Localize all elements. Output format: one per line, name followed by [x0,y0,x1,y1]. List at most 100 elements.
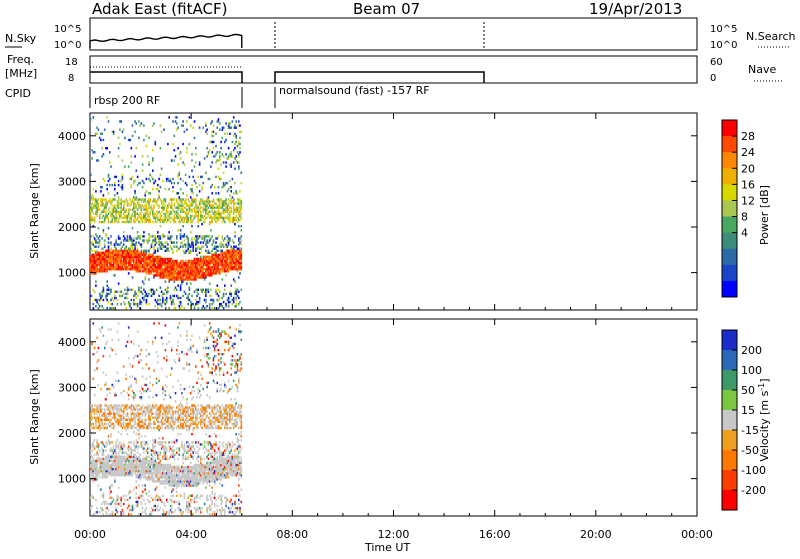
heatmap-cell [123,231,125,233]
heatmap-cell [108,435,110,437]
heatmap-cell [146,507,148,509]
heatmap-cell [241,182,243,184]
heatmap-cell [211,235,213,237]
heatmap-cell [237,295,239,297]
heatmap-cell [115,380,117,382]
colorbar-segment [722,136,737,153]
colorbar-segment [722,233,737,250]
heatmap-cell [137,305,139,307]
heatmap-cell [101,419,103,421]
heatmap-cell [158,458,160,460]
heatmap-cell [166,301,168,303]
heatmap-cell [211,151,213,153]
heatmap-cell [160,452,162,454]
heatmap-cell [206,129,208,131]
heatmap-cell [103,495,105,497]
heatmap-cell [142,293,144,295]
heatmap-cell [189,211,191,213]
heatmap-cell [182,280,184,282]
heatmap-cell [241,254,243,256]
heatmap-cell [137,248,139,250]
heatmap-cell [113,445,115,447]
heatmap-cell [239,147,241,149]
heatmap-cell [108,509,110,511]
heatmap-cell [115,447,117,449]
heatmap-cell [234,182,236,184]
heatmap-cell [237,270,239,272]
heatmap-cell [101,408,103,410]
heatmap-cell [190,124,192,126]
heatmap-cell [175,509,177,511]
heatmap-cell [141,246,143,248]
heatmap-cell [156,486,158,488]
heatmap-cell [220,141,222,143]
heatmap-cell [162,413,164,415]
heatmap-cell [147,388,149,390]
heatmap-cell [165,394,167,396]
heatmap-cell [93,458,95,460]
heatmap-cell [196,194,198,196]
cpid-1-text: rbsp 200 RF [94,94,160,107]
heatmap-cell [205,276,207,278]
heatmap-cell [148,491,150,493]
heatmap-cell [148,456,150,458]
heatmap-cell [149,417,151,419]
heatmap-cell [180,495,182,497]
heatmap-cell [230,202,232,204]
heatmap-cell [177,182,179,184]
heatmap-cell [155,180,157,182]
heatmap-cell [228,270,230,272]
heatmap-cell [179,353,181,355]
heatmap-cell [106,270,108,272]
heatmap-cell [101,503,103,505]
heatmap-cell [171,235,173,237]
heatmap-cell [233,161,235,163]
heatmap-cell [170,178,172,180]
heatmap-cell [143,297,145,299]
heatmap-cell [209,178,211,180]
heatmap-cell [235,303,237,305]
heatmap-cell [139,235,141,237]
heatmap-cell [160,235,162,237]
heatmap-cell [160,507,162,509]
heatmap-cell [91,343,93,345]
heatmap-cell [101,441,103,443]
heatmap-cell [214,186,216,188]
heatmap-cell [146,202,148,204]
heatmap-cell [122,186,124,188]
heatmap-cell [218,235,220,237]
heatmap-cell [180,211,182,213]
heatmap-cell [167,143,169,145]
heatmap-cell [109,161,111,163]
heatmap-cell [230,285,232,287]
heatmap-cell [157,184,159,186]
heatmap-cell [180,289,182,291]
heatmap-cell [119,129,121,131]
colorbar-tick-label: 16 [741,178,755,191]
colorbar-tick-label: 12 [741,194,755,207]
heatmap-cell [108,301,110,303]
heatmap-cell [137,303,139,305]
heatmap-cell [93,322,95,324]
heatmap-cell [232,196,234,198]
heatmap-cell [172,410,174,412]
heatmap-cell [105,441,107,443]
heatmap-cell [163,511,165,513]
heatmap-cell [186,235,188,237]
heatmap-cell [117,330,119,332]
heatmap-cell [229,215,231,217]
heatmap-cell [160,256,162,258]
heatmap-cell [165,198,167,200]
heatmap-cell [141,207,143,209]
heatmap-cell [219,202,221,204]
heatmap-cell [122,159,124,161]
heatmap-cell [186,151,188,153]
heatmap-cell [99,235,101,237]
heatmap-cell [205,122,207,124]
heatmap-cell [146,355,148,357]
heatmap-cell [230,163,232,165]
heatmap-cell [101,421,103,423]
heatmap-cell [127,287,129,289]
heatmap-cell [171,491,173,493]
heatmap-cell [224,237,226,239]
